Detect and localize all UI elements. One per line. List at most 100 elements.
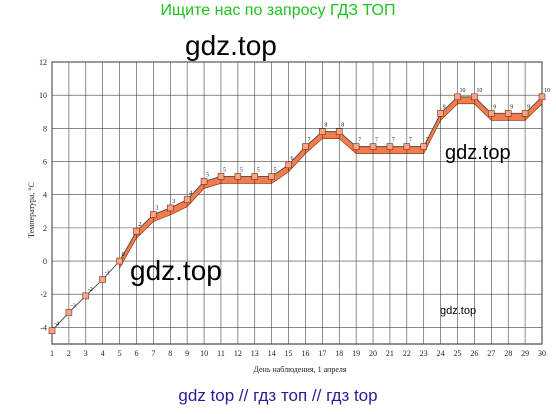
x-tick-label: 22 xyxy=(403,349,411,358)
data-label: 10 xyxy=(460,88,466,94)
chart-fills xyxy=(119,96,543,270)
x-tick-label: 1 xyxy=(50,349,54,358)
data-label: 7 xyxy=(358,138,361,144)
data-label: 5 xyxy=(274,167,277,173)
y-tick-label: 10 xyxy=(39,91,47,100)
data-label: 7 xyxy=(375,138,378,144)
data-label: 5 xyxy=(240,167,243,173)
fill-band xyxy=(474,96,492,122)
x-tick-label: 4 xyxy=(101,349,105,358)
data-point xyxy=(150,211,157,218)
plot-frame xyxy=(51,61,543,345)
data-label: 7 xyxy=(426,138,429,144)
data-point xyxy=(369,143,377,150)
data-label: 3 xyxy=(155,206,158,212)
x-tick-label: 14 xyxy=(268,349,276,358)
watermark-1: gdz.top xyxy=(185,30,277,61)
data-label: 7 xyxy=(307,138,310,144)
data-label: 7 xyxy=(409,138,412,144)
data-label: -2 xyxy=(88,287,93,293)
data-point xyxy=(234,173,242,180)
y-tick-label: 2 xyxy=(43,224,47,233)
x-tick-label: 19 xyxy=(352,349,360,358)
data-point xyxy=(251,173,259,180)
data-point xyxy=(352,143,360,150)
y-tick-label: 0 xyxy=(43,257,47,266)
data-label: 0 xyxy=(122,252,125,258)
data-point xyxy=(521,110,529,117)
y-tick-label: 12 xyxy=(39,58,47,67)
y-tick-label: -2 xyxy=(40,290,47,299)
data-label: 10 xyxy=(476,88,482,94)
data-point xyxy=(488,110,495,117)
data-label: 7 xyxy=(392,138,395,144)
x-tick-label: 5 xyxy=(118,349,122,358)
data-point xyxy=(504,110,512,117)
x-tick-label: 10 xyxy=(200,349,208,358)
page-footer: gdz top // гдз топ // гдз top xyxy=(178,386,378,405)
x-tick-label: 16 xyxy=(301,349,309,358)
data-point xyxy=(403,143,411,150)
x-tick-label: 6 xyxy=(134,349,138,358)
data-point xyxy=(166,204,174,212)
data-point xyxy=(454,93,461,101)
x-tick-label: 28 xyxy=(504,349,512,358)
data-point xyxy=(82,292,90,300)
data-point xyxy=(386,143,394,150)
x-tick-label: 26 xyxy=(470,349,478,358)
data-point xyxy=(200,178,208,185)
x-tick-label: 12 xyxy=(234,349,242,358)
x-tick-label: 21 xyxy=(386,349,394,358)
watermark-4: gdz.top xyxy=(440,305,477,317)
data-label: 9 xyxy=(510,104,513,110)
x-tick-label: 23 xyxy=(420,349,428,358)
data-label: 8 xyxy=(341,123,344,129)
chart-grid xyxy=(51,61,543,345)
data-point xyxy=(302,143,309,150)
data-label: 9 xyxy=(443,104,446,110)
x-tick-label: 9 xyxy=(185,349,189,358)
data-point xyxy=(116,257,123,265)
x-tick-label: 18 xyxy=(335,349,343,358)
x-tick-label: 8 xyxy=(168,349,172,358)
x-tick-label: 15 xyxy=(285,349,293,358)
chart-markers: -4 -3 -2 -1 0 2 3 3 4 5 5 5 5 5 6 7 8 8 7 7 7 7 7 9 10 10 9 9 9 10 xyxy=(48,88,550,335)
data-label: 5 xyxy=(223,167,226,173)
data-label: 4 xyxy=(189,191,192,197)
data-point xyxy=(471,93,478,101)
data-label: 5 xyxy=(206,172,209,178)
x-tick-label: 29 xyxy=(521,349,529,358)
y-axis-label: Температура, °С xyxy=(27,182,36,238)
data-label: -1 xyxy=(105,270,110,276)
data-point xyxy=(65,309,73,316)
x-axis-label: День наблюдения, 1 апреля xyxy=(253,365,346,374)
y-tick-label: 4 xyxy=(43,191,47,200)
data-label: 9 xyxy=(493,104,496,110)
data-point xyxy=(538,93,546,101)
x-tick-label: 3 xyxy=(84,349,88,358)
x-tick-label: 13 xyxy=(251,349,259,358)
data-label: 8 xyxy=(324,123,327,129)
page-header: Ищите нас по запросу ГДЗ ТОП xyxy=(160,2,396,19)
data-label: 6 xyxy=(291,156,294,162)
series-line xyxy=(51,96,543,332)
chart-line xyxy=(51,96,543,332)
x-tick-label: 7 xyxy=(151,349,155,358)
x-tick-label: 20 xyxy=(369,349,377,358)
data-point xyxy=(133,227,140,235)
x-tick-label: 30 xyxy=(538,349,546,358)
data-point xyxy=(420,143,428,150)
x-tick-label: 11 xyxy=(217,349,225,358)
watermark-2: gdz.top xyxy=(445,142,511,164)
data-label: 3 xyxy=(172,199,175,205)
data-label: 2 xyxy=(138,222,141,228)
y-tick-label: 6 xyxy=(43,158,47,167)
chart-ticks: 1 2 3 4 5 6 7 8 9 10 11 12 13 14 15 16 17 18 19 20 21 22 23 24 2… xyxy=(39,58,546,358)
x-tick-label: 17 xyxy=(318,349,326,358)
data-label: -3 xyxy=(71,303,76,309)
x-tick-label: 24 xyxy=(437,349,445,358)
y-tick-label: -4 xyxy=(40,323,47,332)
data-point xyxy=(319,128,326,135)
data-point xyxy=(335,128,343,135)
